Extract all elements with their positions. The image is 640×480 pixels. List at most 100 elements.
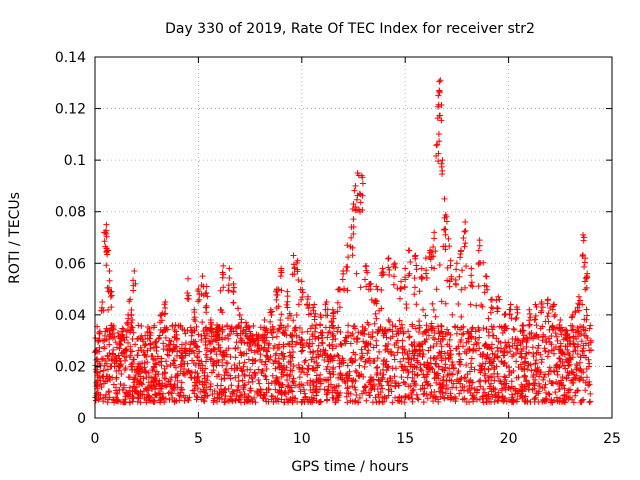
- data-point: [427, 323, 434, 330]
- data-point: [95, 337, 102, 344]
- data-point: [430, 253, 437, 260]
- data-point: [234, 387, 241, 394]
- data-point: [403, 301, 410, 308]
- data-point: [407, 258, 414, 265]
- data-point: [111, 399, 118, 406]
- data-point: [510, 325, 517, 332]
- data-point: [166, 352, 173, 359]
- data-point: [557, 340, 564, 347]
- data-point: [562, 399, 569, 406]
- data-point: [520, 336, 527, 343]
- data-point: [476, 334, 483, 341]
- data-point: [350, 216, 357, 223]
- data-point: [513, 374, 520, 381]
- data-point: [139, 391, 146, 398]
- data-point: [261, 331, 268, 338]
- data-point: [472, 328, 479, 335]
- data-point: [108, 304, 115, 311]
- data-point: [143, 386, 150, 393]
- data-point: [476, 345, 483, 352]
- data-point: [532, 360, 539, 367]
- x-axis-label: GPS time / hours: [291, 459, 408, 475]
- data-point: [307, 377, 314, 384]
- data-point: [412, 252, 419, 259]
- data-point: [369, 383, 376, 390]
- data-point: [142, 341, 149, 348]
- data-point: [312, 333, 319, 340]
- data-point: [196, 296, 203, 303]
- data-point: [577, 376, 584, 383]
- data-point: [299, 329, 306, 336]
- data-point: [166, 347, 173, 354]
- data-point: [399, 337, 406, 344]
- data-point: [483, 326, 490, 333]
- data-point: [172, 364, 179, 371]
- data-point: [328, 319, 335, 326]
- data-point: [139, 366, 146, 373]
- data-point: [207, 380, 214, 387]
- data-point: [443, 218, 450, 225]
- x-tick-label: 25: [603, 431, 621, 447]
- data-point: [316, 386, 323, 393]
- data-point: [568, 377, 575, 384]
- data-point: [409, 323, 416, 330]
- data-point: [537, 369, 544, 376]
- data-point: [258, 358, 265, 365]
- data-point: [289, 367, 296, 374]
- data-point: [474, 396, 481, 403]
- data-point: [101, 238, 108, 245]
- data-point: [564, 358, 571, 365]
- data-point: [431, 330, 438, 337]
- data-point: [360, 338, 367, 345]
- data-point: [101, 343, 108, 350]
- data-point: [330, 364, 337, 371]
- x-tick-label: 10: [293, 431, 311, 447]
- data-point: [245, 356, 252, 363]
- data-point: [191, 327, 198, 334]
- data-point: [271, 357, 278, 364]
- data-point: [541, 345, 548, 352]
- data-point: [494, 373, 501, 380]
- data-point: [363, 397, 370, 404]
- data-point: [383, 367, 390, 374]
- data-point: [311, 301, 318, 308]
- data-point: [539, 304, 546, 311]
- data-point: [315, 335, 322, 342]
- data-point: [236, 312, 243, 319]
- data-point: [322, 301, 329, 308]
- data-point: [569, 322, 576, 329]
- data-point: [386, 326, 393, 333]
- data-point: [486, 385, 493, 392]
- data-point: [157, 385, 164, 392]
- data-point: [487, 309, 494, 316]
- data-point: [296, 364, 303, 371]
- data-point: [104, 366, 111, 373]
- data-point: [542, 389, 549, 396]
- data-point: [141, 395, 148, 402]
- data-point: [365, 347, 372, 354]
- data-point: [268, 308, 275, 315]
- data-point: [499, 394, 506, 401]
- data-point: [340, 270, 347, 277]
- data-point: [470, 395, 477, 402]
- data-point: [439, 157, 446, 164]
- data-point: [161, 301, 168, 308]
- data-point: [231, 284, 238, 291]
- data-point: [425, 361, 432, 368]
- data-point: [521, 373, 528, 380]
- data-point: [404, 374, 411, 381]
- data-point: [272, 386, 279, 393]
- data-point: [469, 325, 476, 332]
- data-point: [405, 247, 412, 254]
- data-point: [291, 395, 298, 402]
- data-point: [290, 375, 297, 382]
- data-point: [435, 158, 442, 165]
- data-point: [235, 383, 242, 390]
- data-point: [310, 365, 317, 372]
- data-point: [281, 331, 288, 338]
- data-point: [261, 372, 268, 379]
- data-point: [521, 383, 528, 390]
- data-point: [438, 117, 445, 124]
- data-point: [391, 373, 398, 380]
